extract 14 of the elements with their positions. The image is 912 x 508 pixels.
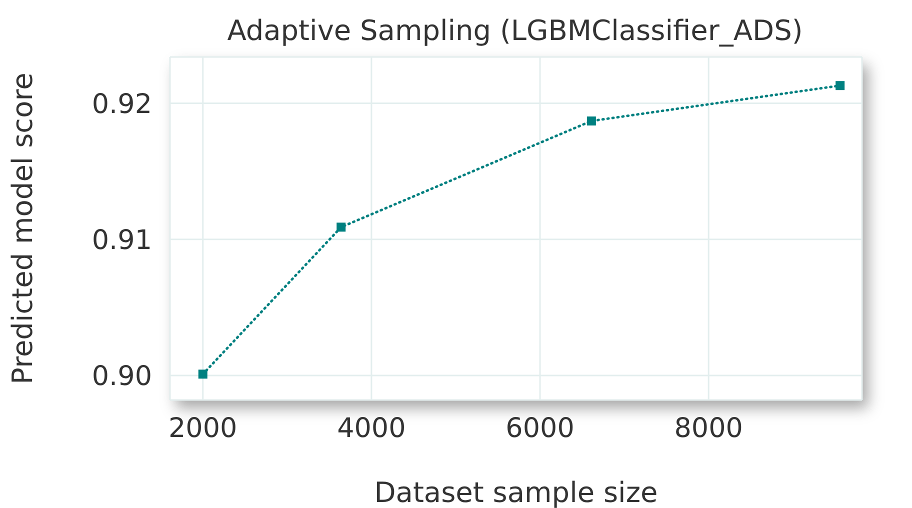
point [836, 81, 845, 90]
x-tick-label: 2000 [168, 413, 238, 444]
point [198, 370, 208, 379]
point [336, 222, 346, 232]
y-tick-label: 0.92 [92, 88, 152, 120]
y-tick-label: 0.91 [92, 224, 152, 256]
y-tick-label: 0.90 [92, 361, 152, 392]
x-tick-label: 8000 [674, 413, 743, 444]
x-axis-title: Dataset sample size [374, 476, 658, 508]
y-axis-title: Predicted model score [6, 72, 39, 384]
chart-title: Adaptive Sampling (LGBMClassifier_ADS) [227, 14, 803, 47]
x-tick-label: 4000 [337, 413, 406, 444]
point [586, 116, 596, 126]
x-tick-label: 6000 [506, 413, 574, 444]
